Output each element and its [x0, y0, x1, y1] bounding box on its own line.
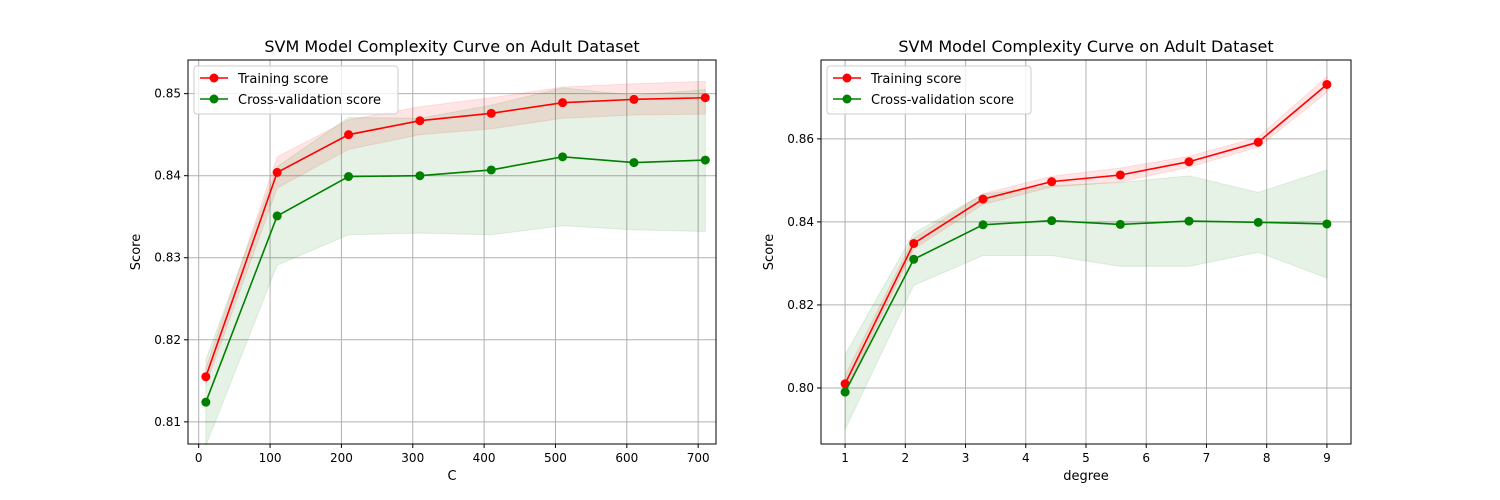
- grid: [188, 60, 716, 444]
- data-point-cross-validation: [840, 387, 850, 397]
- data-point-cross-validation: [1184, 216, 1194, 226]
- chart-title: SVM Model Complexity Curve on Adult Data…: [898, 37, 1273, 56]
- x-tick-label: 400: [473, 451, 496, 465]
- series-line-training: [844, 83, 1328, 385]
- series-line-training: [205, 96, 706, 377]
- legend-label-cross-validation: Cross-validation score: [238, 93, 381, 108]
- legend-swatch-marker-training: [842, 73, 852, 83]
- legend-swatch-marker-cross-validation: [209, 94, 219, 104]
- data-point-training: [700, 93, 710, 103]
- axes-frame: [187, 59, 717, 445]
- data-point-training: [1184, 157, 1194, 167]
- legend: Training score Cross-validation score: [826, 65, 1032, 115]
- data-point-training: [558, 98, 568, 108]
- data-point-cross-validation: [1253, 217, 1263, 227]
- legend-swatch-marker-cross-validation: [842, 94, 852, 104]
- chart-panel-1: 0 100 200 300 400 500 600 700 0.81 0.82 0.83 0.84 0.…: [129, 37, 717, 484]
- y-tick-label: 0.84: [787, 215, 814, 229]
- data-point-training: [344, 130, 354, 140]
- legend-label-training: Training score: [870, 72, 961, 87]
- x-tick-label: 8: [1263, 451, 1271, 465]
- data-point-training: [1253, 137, 1263, 147]
- data-point-training: [486, 108, 496, 118]
- data-point-cross-validation: [978, 220, 988, 230]
- data-point-cross-validation: [700, 155, 710, 165]
- y-tick-label: 0.81: [154, 415, 181, 429]
- y-tick-label: 0.86: [787, 132, 814, 146]
- y-tick-label: 0.82: [154, 333, 181, 347]
- data-point-training: [909, 238, 919, 248]
- plot-area: [188, 60, 716, 444]
- x-tick-label: 600: [615, 451, 638, 465]
- legend-label-training: Training score: [237, 72, 328, 87]
- x-tick-label: 7: [1203, 451, 1211, 465]
- data-point-cross-validation: [201, 397, 211, 407]
- data-point-training: [1047, 177, 1057, 187]
- x-tick-label: 4: [1022, 451, 1030, 465]
- legend-swatch-marker-training: [209, 73, 219, 83]
- x-tick-label: 700: [687, 451, 710, 465]
- data-point-cross-validation: [1115, 219, 1125, 229]
- data-point-cross-validation: [486, 165, 496, 175]
- data-point-cross-validation: [629, 158, 639, 168]
- x-tick-label: 6: [1142, 451, 1150, 465]
- series-line-cross-validation: [844, 219, 1327, 393]
- x-tick-label: 3: [962, 451, 970, 465]
- x-tick-label: 9: [1323, 451, 1331, 465]
- data-point-training: [272, 167, 282, 177]
- y-tick-label: 0.80: [787, 381, 814, 395]
- data-point-cross-validation: [272, 211, 282, 221]
- x-axis-label: C: [447, 469, 456, 484]
- x-tick-label: 500: [544, 451, 567, 465]
- y-axis-label: Score: [762, 234, 777, 270]
- data-point-training: [1115, 170, 1125, 180]
- x-tick-label: 1: [841, 451, 849, 465]
- y-tick-label: 0.82: [787, 298, 814, 312]
- x-tick-label: 5: [1082, 451, 1090, 465]
- data-point-cross-validation: [1322, 219, 1332, 229]
- x-tick-label: 300: [401, 451, 424, 465]
- data-point-training: [201, 372, 211, 382]
- data-point-cross-validation: [1047, 216, 1057, 226]
- std-band-cross-validation: [844, 169, 1328, 430]
- data-point-cross-validation: [909, 254, 919, 264]
- data-point-cross-validation: [415, 171, 425, 181]
- y-tick-label: 0.85: [154, 87, 181, 101]
- std-band-cross-validation: [205, 87, 706, 446]
- data-point-cross-validation: [558, 152, 568, 162]
- legend: Training score Cross-validation score: [193, 65, 399, 115]
- y-tick-label: 0.84: [154, 169, 181, 183]
- x-tick-label: 100: [259, 451, 282, 465]
- x-tick-label: 0: [195, 451, 203, 465]
- data-point-training: [1322, 79, 1332, 89]
- data-point-training: [415, 116, 425, 126]
- x-tick-label: 2: [901, 451, 909, 465]
- chart-title: SVM Model Complexity Curve on Adult Data…: [264, 37, 639, 56]
- legend-label-cross-validation: Cross-validation score: [871, 93, 1014, 108]
- x-axis-label: degree: [1063, 469, 1109, 484]
- legend-box: [193, 65, 399, 115]
- chart-panel-2: 1 2 3 4 5 6 7 8 9 0.80 0.82 0.84 0.86 SVM Model Compl…: [762, 37, 1352, 484]
- y-tick-label: 0.83: [154, 251, 181, 265]
- y-axis-label: Score: [129, 234, 144, 270]
- data-point-training: [978, 194, 988, 204]
- data-point-cross-validation: [344, 172, 354, 182]
- series-line-cross-validation: [205, 156, 706, 403]
- std-band-training: [844, 75, 1328, 393]
- x-tick-label: 200: [330, 451, 353, 465]
- data-point-training: [629, 94, 639, 104]
- legend-box: [826, 65, 1032, 115]
